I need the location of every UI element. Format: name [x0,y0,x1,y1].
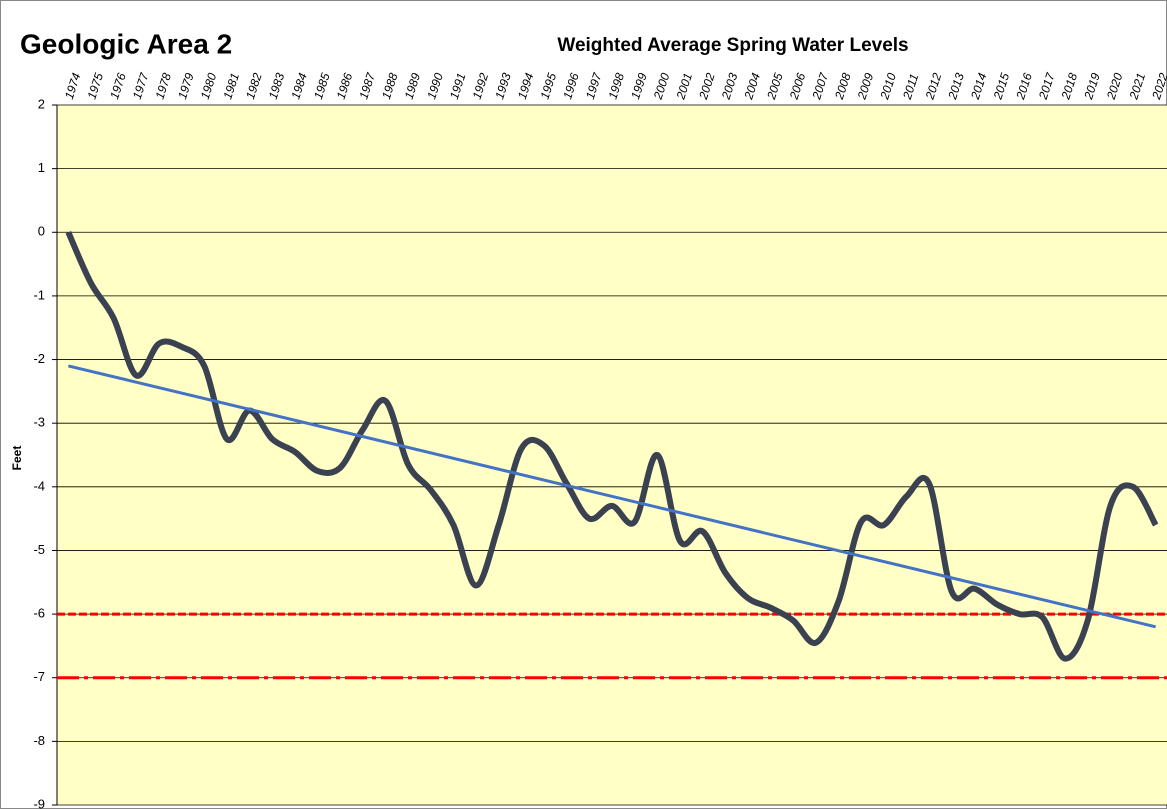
y-axis-label: Feet [10,446,24,471]
y-tick-label: -6 [33,606,45,621]
y-tick-label: -8 [33,733,45,748]
y-tick-label: -2 [33,351,45,366]
chart-title: Geologic Area 2 [20,28,232,59]
plot-background [57,105,1167,805]
y-tick-label: 1 [38,160,45,175]
y-tick-label: -3 [33,415,45,430]
y-tick-label: -4 [33,478,45,493]
trend-line [67,364,1157,629]
y-tick-label: 2 [38,96,45,111]
chart-subtitle: Weighted Average Spring Water Levels [557,35,908,56]
y-tick-label: -7 [33,669,45,684]
y-tick-label: -1 [33,287,45,302]
y-tick-label: 0 [38,224,45,239]
plot-area [52,104,1167,806]
y-tick-label: -9 [33,796,45,809]
y-tick-label: -5 [33,542,45,557]
